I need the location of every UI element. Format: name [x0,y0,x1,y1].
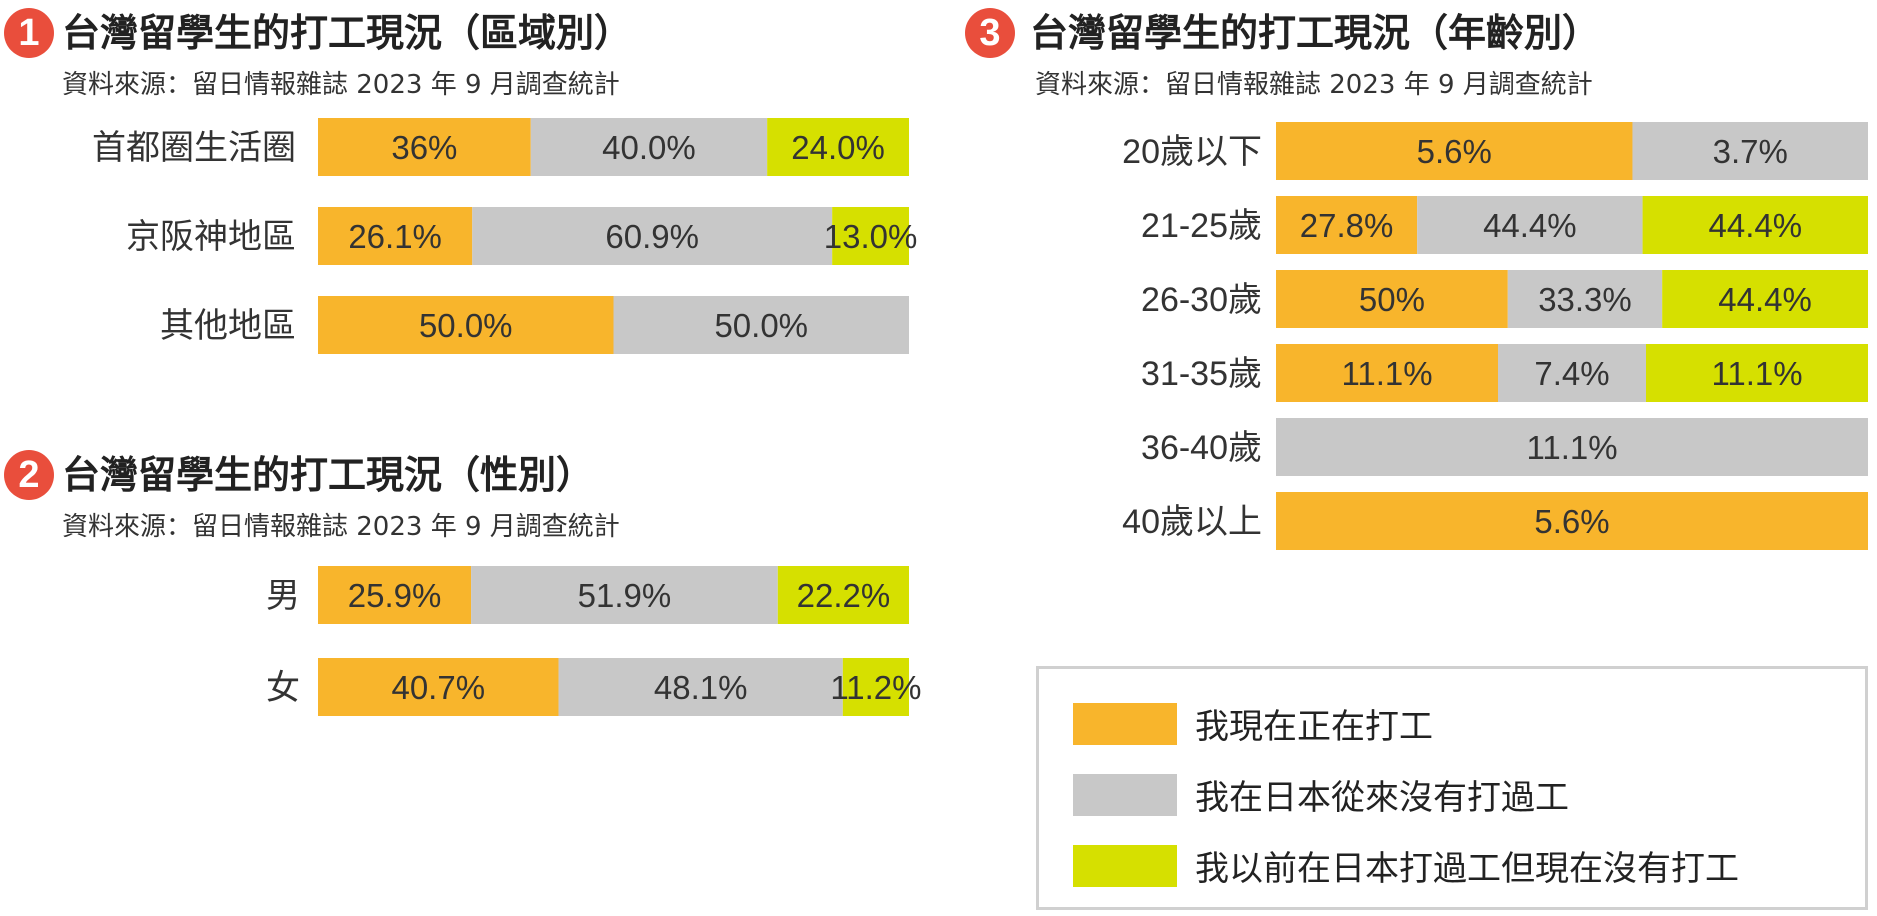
data-label: 44.4% [1483,207,1577,244]
panel-3-number-badge: 3 [965,8,1015,58]
working-now-segment [318,658,559,716]
data-label: 3.7% [1713,133,1788,170]
data-label: 11.1% [1341,355,1432,392]
panel-2-source: 資料來源：留日情報雜誌 2023 年 9 月調查統計 [62,512,620,542]
never-worked-segment [530,118,768,176]
data-label: 50.0% [714,307,808,344]
legend-swatch-working-now [1073,702,1177,745]
data-label: 50% [1359,281,1425,318]
data-label: 24.0% [791,129,885,166]
worked-before-segment [832,207,909,265]
category-label: 36-40歲 [1141,429,1262,467]
panel-3-source: 資料來源：留日情報雜誌 2023 年 9 月調查統計 [1035,70,1593,100]
category-label: 21-25歲 [1141,207,1262,245]
data-label: 50.0% [419,307,513,344]
panel-3-title: 台灣留學生的打工現況（年齡別） [1030,11,1601,55]
data-label: 27.8% [1300,207,1394,244]
category-label: 31-35歲 [1141,355,1262,393]
data-label: 22.2% [797,577,891,614]
chart-region: 首都圈生活圈 36% 40.0% 24.0% 京阪神地區 26.1% 60.9% 13.0% 其… [92,118,918,354]
panel-2-title: 台灣留學生的打工現況（性別） [62,453,595,497]
never-worked-segment [1276,418,1868,476]
legend-label-never-worked: 我在日本從來沒有打過工 [1195,778,1569,818]
data-label: 11.1% [1711,355,1802,392]
data-label: 26.1% [348,218,442,255]
worked-before-segment [1662,270,1868,328]
worked-before-segment [1642,196,1868,254]
never-worked-segment [472,207,833,265]
legend-item-never-worked: 我在日本從來沒有打過工 [1073,770,1569,819]
data-label: 36% [391,129,457,166]
legend-item-working-now: 我現在正在打工 [1073,699,1433,748]
data-label: 11.2% [830,669,921,706]
working-now-segment [318,207,473,265]
data-label: 48.1% [654,669,748,706]
chart-gender: 男 25.9% 51.9% 22.2% 女 40.7% 48.1% 11.2% [266,566,921,716]
legend-swatch-never-worked [1073,773,1177,816]
data-label: 5.6% [1534,503,1609,540]
panel-1-title: 台灣留學生的打工現況（區域別） [62,11,633,55]
never-worked-segment [1498,344,1646,402]
panel-1-number-badge: 1 [4,8,54,58]
never-worked-segment [1632,122,1868,180]
never-worked-segment [613,296,909,354]
legend-label-worked-before: 我以前在日本打過工但現在沒有打工 [1195,849,1739,889]
worked-before-segment [1646,344,1868,402]
data-label: 7.4% [1534,355,1609,392]
working-now-segment [1276,122,1633,180]
never-worked-segment [1507,270,1663,328]
legend-item-worked-before: 我以前在日本打過工但現在沒有打工 [1073,841,1739,890]
working-now-segment [318,566,472,624]
worked-before-segment [767,118,909,176]
category-label: 其他地區 [160,307,296,345]
working-now-segment [1276,492,1868,550]
category-label: 26-30歲 [1141,281,1262,319]
data-label: 60.9% [605,218,699,255]
legend-label-working-now: 我現在正在打工 [1195,707,1433,747]
panel-1-source: 資料來源：留日情報雜誌 2023 年 9 月調查統計 [62,70,620,100]
data-label: 11.1% [1526,429,1617,466]
worked-before-segment [842,658,909,716]
category-label: 40歲以上 [1122,503,1262,541]
working-now-segment [318,118,531,176]
never-worked-segment [471,566,778,624]
data-label: 44.4% [1718,281,1812,318]
working-now-segment [318,296,614,354]
category-label: 女 [266,669,300,707]
chart-age: 20歲以下 5.6% 3.7% 21-25歲 27.8% 44.4% 44.4% 26-30歲… [1122,122,1868,550]
never-worked-segment [558,658,843,716]
worked-before-segment [777,566,909,624]
data-label: 5.6% [1417,133,1492,170]
category-label: 20歲以下 [1122,133,1262,171]
data-label: 40.0% [602,129,696,166]
data-label: 33.3% [1538,281,1632,318]
data-label: 51.9% [578,577,672,614]
never-worked-segment [1417,196,1643,254]
working-now-segment [1276,196,1418,254]
category-label: 京阪神地區 [126,218,296,256]
data-label: 44.4% [1708,207,1802,244]
data-label: 40.7% [391,669,485,706]
category-label: 男 [266,577,300,615]
data-label: 25.9% [348,577,442,614]
panel-2-number-badge: 2 [4,450,54,500]
working-now-segment [1276,270,1508,328]
working-now-segment [1276,344,1498,402]
legend: 我現在正在打工 我在日本從來沒有打過工 我以前在日本打過工但現在沒有打工 [1036,666,1868,910]
category-label: 首都圈生活圈 [92,129,296,167]
data-label: 13.0% [824,218,918,255]
legend-swatch-worked-before [1073,844,1177,887]
